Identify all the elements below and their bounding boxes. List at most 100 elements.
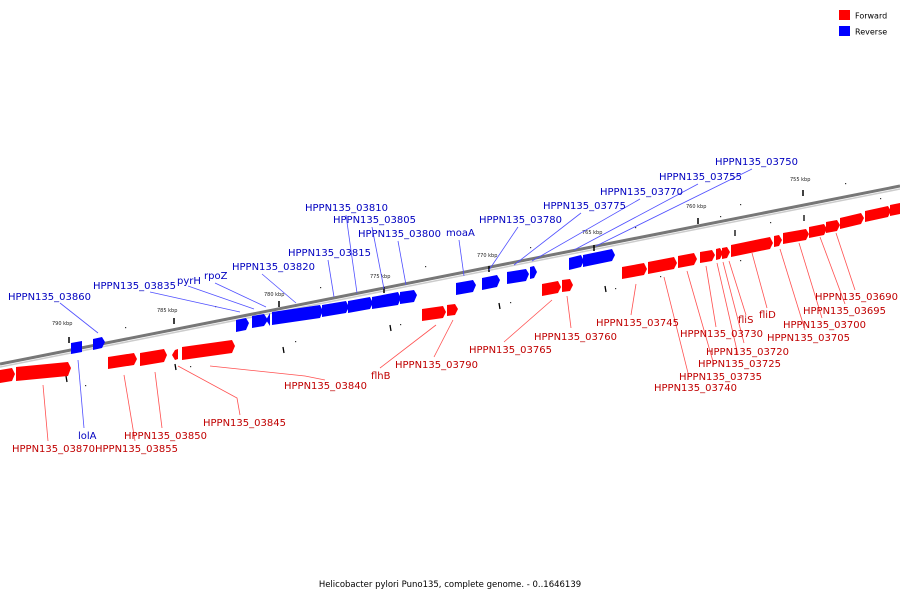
tick-label: 770 kbp: [477, 253, 497, 259]
gene-label[interactable]: HPPN135_03805: [333, 215, 416, 226]
gene-label[interactable]: HPPN135_03765: [469, 345, 552, 356]
forward-gene-arrow-icon[interactable]: [542, 281, 561, 296]
forward-gene-arrow-icon[interactable]: [722, 247, 730, 259]
gene-label[interactable]: HPPN135_03850: [124, 431, 207, 442]
reverse-gene-arrow-icon[interactable]: [530, 266, 537, 279]
scale-ticks: 755 kbp 760 kbp 765 kbp 770 kbp 775 kbp …: [52, 177, 882, 387]
forward-gene-arrow-icon[interactable]: [840, 213, 864, 229]
gene-label[interactable]: fliD: [759, 310, 776, 321]
forward-gene-arrow-icon[interactable]: [140, 349, 167, 366]
reverse-genes: [71, 249, 615, 354]
forward-swatch: [839, 10, 850, 20]
forward-gene-labels: HPPN135_03870 HPPN135_03855 HPPN135_0385…: [12, 292, 898, 455]
forward-gene-arrow-icon[interactable]: [826, 220, 840, 233]
gene-label[interactable]: HPPN135_03720: [706, 347, 789, 358]
reverse-gene-arrow-icon[interactable]: [372, 292, 401, 309]
reverse-gene-labels: HPPN135_03860 HPPN135_03835 pyrH rpoZ HP…: [8, 157, 798, 442]
gene-label[interactable]: fliS: [738, 315, 753, 326]
reverse-gene-arrow-icon[interactable]: [400, 290, 417, 304]
gene-label[interactable]: HPPN135_03695: [803, 306, 886, 317]
reverse-swatch: [839, 26, 850, 36]
gene-label[interactable]: HPPN135_03780: [479, 215, 562, 226]
gene-label[interactable]: HPPN135_03740: [654, 383, 737, 394]
reverse-gene-arrow-icon[interactable]: [348, 297, 373, 313]
forward-gene-arrow-icon[interactable]: [809, 224, 827, 238]
tick-label: 780 kbp: [264, 292, 284, 298]
reverse-gene-arrow-icon[interactable]: [583, 249, 615, 267]
reverse-leader-lines: [59, 168, 753, 429]
gene-label[interactable]: HPPN135_03820: [232, 262, 315, 273]
tick-label: 760 kbp: [686, 204, 706, 210]
tick-label: 790 kbp: [52, 321, 72, 327]
forward-gene-arrow-icon[interactable]: [16, 362, 71, 381]
gene-label[interactable]: HPPN135_03770: [600, 187, 683, 198]
forward-gene-arrow-icon[interactable]: [182, 340, 235, 360]
gene-label[interactable]: moaA: [446, 228, 475, 239]
gene-label[interactable]: HPPN135_03800: [358, 229, 441, 240]
tick-label: 785 kbp: [157, 308, 177, 314]
gene-label[interactable]: HPPN135_03705: [767, 333, 850, 344]
gene-label[interactable]: HPPN135_03735: [679, 372, 762, 383]
gene-label[interactable]: HPPN135_03870: [12, 444, 95, 455]
minor-tick-marks: [65, 215, 805, 383]
reverse-gene-arrow-icon[interactable]: [71, 341, 82, 354]
forward-gene-arrow-icon[interactable]: [678, 253, 697, 268]
forward-gene-arrow-icon[interactable]: [774, 235, 782, 247]
gene-label[interactable]: HPPN135_03810: [305, 203, 388, 214]
forward-gene-arrow-icon[interactable]: [447, 304, 458, 316]
genome-axis: [0, 184, 900, 368]
genome-caption: Helicobacter pylori Puno135, complete ge…: [319, 580, 581, 590]
tick-label: 755 kbp: [790, 177, 810, 183]
forward-gene-arrow-icon[interactable]: [700, 250, 715, 263]
forward-gene-arrow-icon[interactable]: [422, 306, 446, 321]
reverse-gene-arrow-icon[interactable]: [322, 301, 349, 317]
gene-label[interactable]: HPPN135_03815: [288, 248, 371, 259]
legend: Forward Reverse: [839, 10, 887, 37]
gene-label[interactable]: HPPN135_03775: [543, 201, 626, 212]
gene-label[interactable]: HPPN135_03860: [8, 292, 91, 303]
forward-gene-arrow-icon[interactable]: [648, 257, 677, 274]
forward-gene-arrow-icon[interactable]: [108, 353, 137, 369]
gene-label[interactable]: HPPN135_03700: [783, 320, 866, 331]
gene-label[interactable]: HPPN135_03690: [815, 292, 898, 303]
gene-label[interactable]: flhB: [371, 371, 391, 382]
gene-label[interactable]: pyrH: [177, 276, 201, 287]
reverse-gene-arrow-icon[interactable]: [482, 275, 500, 290]
axis-line: [0, 184, 900, 366]
reverse-gene-arrow-icon[interactable]: [272, 305, 323, 325]
forward-gene-arrow-icon[interactable]: [783, 229, 809, 244]
legend-forward-label: Forward: [855, 12, 887, 21]
gene-label[interactable]: HPPN135_03730: [680, 329, 763, 340]
gene-label[interactable]: HPPN135_03725: [698, 359, 781, 370]
reverse-gene-arrow-icon[interactable]: [569, 255, 584, 270]
gene-label[interactable]: HPPN135_03855: [95, 444, 178, 455]
gene-label[interactable]: HPPN135_03755: [659, 172, 742, 183]
reverse-gene-arrow-icon[interactable]: [93, 337, 105, 350]
forward-gene-arrow-icon[interactable]: [172, 349, 178, 360]
gene-label[interactable]: HPPN135_03750: [715, 157, 798, 168]
forward-gene-arrow-icon[interactable]: [716, 248, 723, 260]
axis-shadow: [0, 188, 900, 368]
forward-gene-arrow-icon[interactable]: [865, 206, 891, 222]
gene-label[interactable]: HPPN135_03840: [284, 381, 367, 392]
reverse-gene-arrow-icon[interactable]: [456, 280, 476, 295]
gene-label[interactable]: HPPN135_03790: [395, 360, 478, 371]
gene-label[interactable]: rpoZ: [204, 271, 228, 282]
reverse-gene-arrow-icon[interactable]: [266, 313, 270, 326]
forward-gene-arrow-icon[interactable]: [622, 263, 647, 279]
gene-label[interactable]: HPPN135_03745: [596, 318, 679, 329]
gene-label[interactable]: HPPN135_03835: [93, 281, 176, 292]
gene-label[interactable]: HPPN135_03845: [203, 418, 286, 429]
forward-gene-arrow-icon[interactable]: [890, 203, 900, 216]
reverse-gene-arrow-icon[interactable]: [507, 269, 529, 284]
forward-gene-arrow-icon[interactable]: [0, 368, 15, 383]
forward-leader-lines: [42, 232, 856, 442]
gene-label[interactable]: lolA: [78, 431, 97, 442]
reverse-gene-arrow-icon[interactable]: [252, 314, 268, 328]
reverse-gene-arrow-icon[interactable]: [236, 318, 249, 332]
forward-gene-arrow-icon[interactable]: [562, 279, 573, 292]
gene-label[interactable]: HPPN135_03760: [534, 332, 617, 343]
forward-gene-arrow-icon[interactable]: [731, 237, 773, 257]
